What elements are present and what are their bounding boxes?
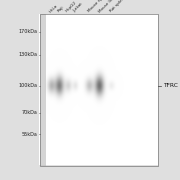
Text: 130kDa: 130kDa: [19, 52, 38, 57]
Text: Mouse liver: Mouse liver: [98, 0, 117, 14]
Text: 100kDa: 100kDa: [19, 83, 38, 88]
Text: HeLa: HeLa: [48, 3, 58, 13]
Text: TFRC: TFRC: [163, 83, 178, 88]
Bar: [40, 14, 46, 166]
Text: 70kDa: 70kDa: [22, 110, 38, 115]
Text: Jurkat: Jurkat: [72, 2, 84, 14]
Text: 55kDa: 55kDa: [22, 132, 38, 137]
Bar: [40, 14, 158, 166]
Bar: [40, 14, 46, 166]
Text: Mouse spleen: Mouse spleen: [87, 0, 110, 14]
Text: HepG2: HepG2: [65, 1, 77, 14]
Text: Rat spleen: Rat spleen: [109, 0, 127, 14]
Bar: [40, 14, 158, 166]
Text: Raji: Raji: [57, 5, 65, 14]
Text: 170kDa: 170kDa: [19, 29, 38, 34]
